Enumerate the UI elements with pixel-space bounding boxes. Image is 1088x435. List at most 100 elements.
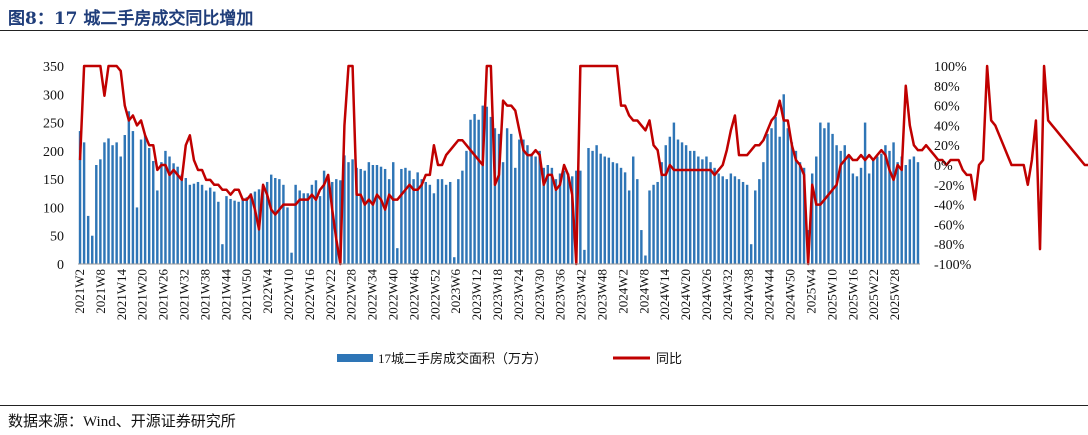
area-bar bbox=[587, 148, 590, 264]
area-bar bbox=[78, 131, 82, 264]
area-bar bbox=[558, 173, 562, 264]
area-bar bbox=[798, 162, 802, 264]
area-bar bbox=[359, 168, 362, 264]
x-tick-label: 2024W32 bbox=[720, 269, 735, 320]
area-bar bbox=[904, 165, 907, 264]
area-bar bbox=[835, 145, 838, 264]
area-bar bbox=[636, 179, 639, 264]
x-tick-label: 2021W38 bbox=[197, 269, 212, 320]
right-tick-label: -40% bbox=[934, 199, 965, 214]
area-bar bbox=[351, 159, 354, 264]
area-bar bbox=[225, 196, 228, 264]
x-tick-label: 2025W4 bbox=[804, 269, 819, 314]
area-bar bbox=[534, 156, 537, 264]
area-bar bbox=[847, 156, 851, 264]
area-bar bbox=[876, 156, 879, 264]
area-bar bbox=[457, 179, 460, 264]
area-bar bbox=[86, 215, 90, 264]
area-bar bbox=[684, 145, 688, 264]
area-bar bbox=[627, 190, 631, 264]
area-bar bbox=[424, 181, 427, 264]
area-bar bbox=[131, 131, 135, 264]
area-bar bbox=[274, 178, 277, 264]
area-bar bbox=[294, 184, 297, 264]
left-tick-label: 50 bbox=[50, 230, 64, 245]
x-tick-label: 2021W8 bbox=[93, 269, 108, 314]
area-bar bbox=[713, 167, 716, 264]
area-bar bbox=[518, 139, 521, 264]
area-bar bbox=[778, 136, 781, 264]
area-bar bbox=[111, 145, 114, 264]
area-bar bbox=[326, 176, 330, 264]
area-bar bbox=[188, 184, 192, 264]
area-bar bbox=[595, 145, 598, 264]
area-bar bbox=[912, 156, 916, 264]
area-bar bbox=[522, 139, 525, 264]
right-tick-label: -100% bbox=[934, 258, 972, 273]
area-bar bbox=[355, 167, 358, 264]
right-tick-label: -60% bbox=[934, 218, 965, 233]
x-tick-label: 2022W10 bbox=[281, 269, 296, 320]
area-bar bbox=[180, 174, 183, 264]
area-bar bbox=[91, 235, 94, 264]
area-bar bbox=[379, 166, 383, 264]
x-tick-label: 2021W2 bbox=[72, 269, 87, 314]
x-tick-label: 2021W44 bbox=[218, 269, 233, 321]
area-bar bbox=[758, 179, 761, 264]
area-bar bbox=[729, 173, 733, 264]
area-bar bbox=[469, 119, 472, 265]
area-bar bbox=[790, 142, 794, 264]
area-bar bbox=[607, 157, 611, 264]
area-bar bbox=[371, 165, 375, 264]
area-bar bbox=[664, 145, 667, 264]
area-bar bbox=[168, 156, 171, 264]
area-bar bbox=[888, 150, 891, 264]
area-bar bbox=[766, 133, 769, 264]
area-bar bbox=[489, 116, 493, 264]
area-bar bbox=[815, 156, 818, 264]
area-bar bbox=[566, 173, 570, 264]
area-bar bbox=[82, 142, 86, 264]
left-tick-label: 250 bbox=[43, 117, 64, 132]
area-bar bbox=[693, 150, 696, 264]
area-bar bbox=[705, 156, 708, 264]
area-bar bbox=[583, 249, 586, 264]
area-bar bbox=[176, 166, 179, 264]
x-tick-label: 2021W32 bbox=[177, 269, 192, 320]
area-bar bbox=[770, 128, 773, 264]
x-axis-ticks: 2021W2 2021W8 2021W14 2021W20 2021W26 2021W32… bbox=[72, 269, 902, 321]
left-tick-label: 350 bbox=[43, 60, 64, 75]
area-bar bbox=[204, 190, 208, 264]
legend-bar-label: 17城二手房成交面积（万方） bbox=[378, 351, 547, 366]
area-bar bbox=[672, 122, 676, 264]
area-bar bbox=[473, 114, 476, 264]
area-bar bbox=[192, 183, 196, 264]
area-bar bbox=[843, 145, 846, 264]
area-bar bbox=[851, 173, 855, 264]
x-tick-label: 2022W16 bbox=[302, 269, 317, 321]
area-bar bbox=[465, 150, 468, 264]
x-tick-label: 2022W4 bbox=[260, 269, 275, 314]
area-bar bbox=[786, 128, 790, 264]
legend-bar-swatch bbox=[337, 354, 373, 362]
area-bar bbox=[603, 156, 606, 264]
area-bar bbox=[721, 176, 724, 264]
area-bar bbox=[859, 167, 863, 264]
area-bar bbox=[571, 176, 574, 264]
area-bar bbox=[688, 150, 692, 264]
area-bar bbox=[680, 142, 684, 264]
area-bar bbox=[863, 122, 867, 264]
area-bar bbox=[123, 135, 126, 264]
area-bar bbox=[164, 150, 167, 264]
area-bar bbox=[640, 230, 643, 264]
area-bar bbox=[916, 162, 920, 264]
right-axis-ticks: -100% -80% -60% -40% -20% 0% 20% 40% 60% 80% 100% bbox=[934, 60, 972, 273]
area-bar bbox=[546, 165, 550, 264]
area-bar bbox=[156, 190, 159, 264]
x-tick-label: 2021W50 bbox=[239, 269, 254, 320]
area-bar bbox=[322, 170, 326, 264]
area-bar bbox=[310, 184, 314, 264]
area-bar bbox=[810, 173, 814, 264]
area-bar bbox=[709, 162, 712, 264]
area-bar bbox=[363, 170, 366, 264]
